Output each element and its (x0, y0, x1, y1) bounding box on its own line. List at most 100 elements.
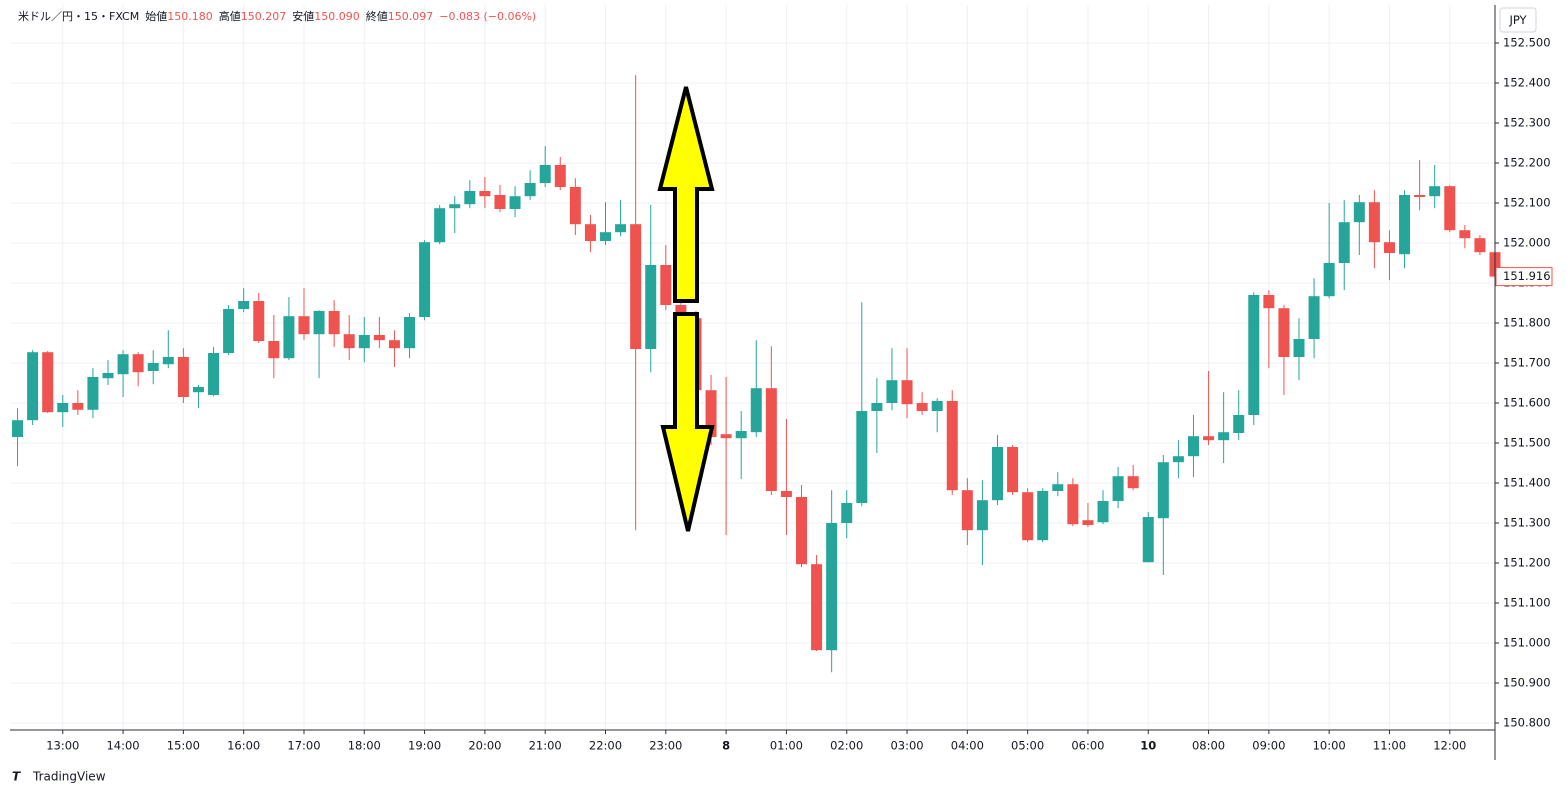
candle-body (630, 224, 642, 349)
y-tick-label: 151.100 (1503, 596, 1551, 610)
candle-body (27, 352, 39, 421)
currency[interactable]: JPY (1508, 13, 1527, 27)
y-tick-label: 151.700 (1503, 356, 1551, 370)
candle-body (1082, 520, 1094, 525)
x-tick-label: 16:00 (227, 739, 260, 753)
y-tick-label: 152.200 (1503, 156, 1551, 170)
up-arrow (657, 86, 715, 303)
candle-body (1097, 501, 1109, 523)
header-part: 150.090 (314, 10, 360, 23)
candle-body (871, 403, 883, 411)
x-tick-label: 10 (1140, 739, 1156, 753)
candle-body (162, 357, 174, 365)
candle-body (841, 503, 853, 523)
down-arrow (660, 312, 715, 532)
x-tick-label: 03:00 (890, 739, 923, 753)
candle-body (509, 196, 521, 209)
candle-body (645, 265, 657, 349)
y-tick-label: 151.800 (1503, 316, 1551, 330)
header-part: 150.097 (388, 10, 434, 23)
candle-body (1399, 195, 1411, 255)
candle-body (132, 354, 144, 373)
x-tick-label: 8 (722, 739, 730, 753)
y-tick-label: 151.000 (1503, 636, 1551, 650)
candle-body (524, 183, 536, 197)
candle-body (57, 403, 69, 413)
x-tick-label: 10:00 (1313, 739, 1346, 753)
candle-body (946, 401, 958, 491)
candle-body (901, 380, 913, 405)
x-tick-label: 05:00 (1011, 739, 1044, 753)
watermark: TradingView (32, 770, 106, 784)
candle-body (102, 373, 114, 379)
candle-body (1067, 484, 1079, 525)
candle-body (177, 357, 189, 397)
last-price-label: 151.916 (1503, 269, 1551, 283)
candle-body (388, 340, 400, 349)
candle-body (373, 335, 385, 341)
x-tick-label: 13:00 (46, 739, 79, 753)
candle-body (1278, 308, 1290, 357)
candle-body (539, 165, 551, 183)
candle-body (1112, 476, 1124, 501)
candle-body (238, 301, 250, 309)
x-tick-label: 21:00 (529, 739, 562, 753)
double-arrow (657, 86, 715, 532)
header-part: 高値 (219, 9, 241, 23)
x-tick-label: 22:00 (589, 739, 622, 753)
candle-body (464, 191, 476, 205)
last-price-box (1495, 267, 1553, 287)
y-tick-label: 152.000 (1503, 236, 1551, 250)
candle-body (780, 491, 792, 497)
x-tick-label: 23:00 (649, 739, 682, 753)
y-tick-label: 150.800 (1503, 716, 1551, 730)
candle-body (87, 377, 99, 410)
candle-body (147, 363, 159, 371)
candle-body (192, 387, 204, 393)
candle-body (600, 232, 612, 241)
candle-body (720, 434, 732, 439)
candle-body (434, 208, 446, 243)
header-part: 150.180 (167, 10, 213, 23)
x-tick-label: 20:00 (468, 739, 501, 753)
x-tick-label: 19:00 (408, 739, 441, 753)
logo-mark: 𝙏 (12, 770, 21, 784)
x-tick-label: 04:00 (951, 739, 984, 753)
y-tick-label: 152.300 (1503, 116, 1551, 130)
candle-body (1157, 462, 1169, 519)
x-tick-label: 09:00 (1252, 739, 1285, 753)
candle-body (584, 224, 596, 241)
candle-body (554, 165, 566, 187)
candle-body (283, 316, 295, 359)
header-part: 終値 (366, 9, 388, 23)
candles (12, 75, 1501, 673)
candle-body (494, 195, 506, 209)
candle-body (1248, 295, 1260, 415)
candle-body (1308, 296, 1320, 339)
header-part: −0.083 (−0.06%) (439, 10, 536, 23)
candle-body (419, 242, 431, 317)
candle-body (1338, 222, 1350, 263)
candle-body (12, 420, 24, 437)
x-tick-label: 15:00 (167, 739, 200, 753)
currency-box[interactable] (1499, 7, 1537, 33)
candle-body (404, 317, 416, 349)
candle-body (223, 309, 235, 353)
x-tick-label: 17:00 (287, 739, 320, 753)
candle-body (358, 335, 370, 349)
candle-body (765, 388, 777, 491)
candle-body (1368, 202, 1380, 243)
candle-body (343, 334, 355, 349)
y-tick-label: 151.400 (1503, 476, 1551, 490)
x-tick-label: 06:00 (1071, 739, 1104, 753)
candle-body (328, 311, 340, 335)
candle-body (1022, 492, 1034, 541)
y-tick-label: 151.200 (1503, 556, 1551, 570)
candle-body (1323, 263, 1335, 297)
grid (10, 5, 1495, 730)
candle-body (1429, 186, 1441, 197)
y-tick-label: 151.600 (1503, 396, 1551, 410)
x-tick-label: 18:00 (348, 739, 381, 753)
